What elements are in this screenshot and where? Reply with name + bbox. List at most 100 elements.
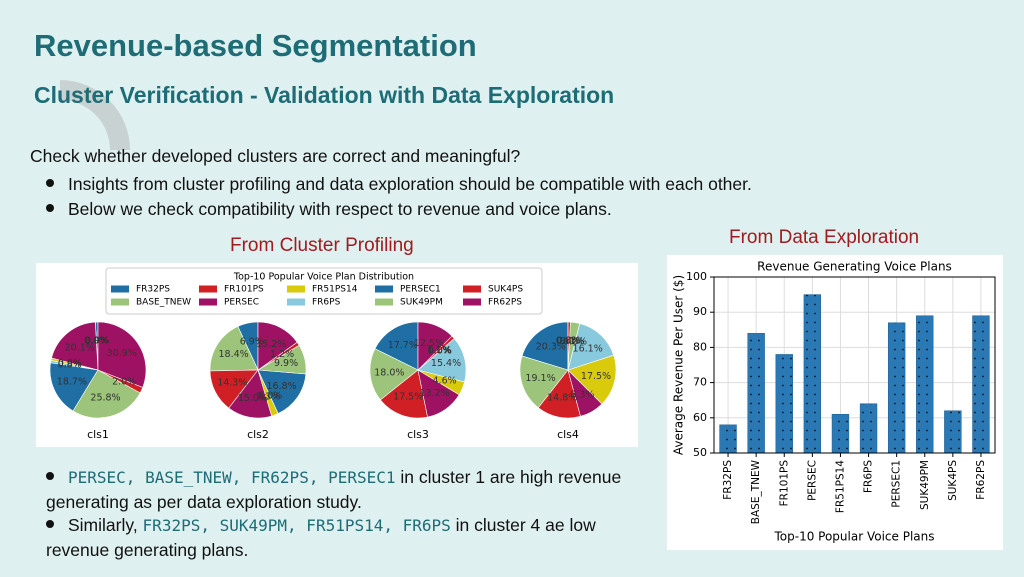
slice-label: 16.1% <box>573 343 603 354</box>
subtitle: Cluster Verification - Validation with D… <box>34 82 615 108</box>
note: Similarly, FR32PS, SUK49PM, FR51PS14, FR… <box>46 513 636 562</box>
slice-label: 1.1% <box>427 345 451 356</box>
legend-swatch <box>287 298 305 306</box>
slice-label: 15.2% <box>256 339 286 350</box>
plan-code: FR32PS, SUK49PM, FR51PS14, FR6PS <box>142 516 451 535</box>
slice-label: 20.3% <box>536 341 566 352</box>
bullet: Below we check compatibility with respec… <box>46 199 612 220</box>
pie-slice <box>567 323 615 371</box>
pie-slice <box>417 338 467 383</box>
y-tick-label: 90 <box>693 305 707 318</box>
bullet-text: Below we check compatibility with respec… <box>68 199 612 219</box>
slice-label: 17.7% <box>388 340 418 351</box>
slice-label: 20.1% <box>65 342 95 353</box>
bar <box>859 403 878 454</box>
slice-label: 14.8% <box>547 393 577 404</box>
legend-label: PERSEC <box>224 298 259 308</box>
slice-label: 0.9% <box>85 336 109 347</box>
y-tick-label: 70 <box>693 376 707 389</box>
slice-label: 8.3% <box>570 389 594 400</box>
legend-label: SUK49PM <box>400 298 443 308</box>
slice-label: 0.0% <box>556 336 580 347</box>
slice-label: 6.9% <box>240 336 264 347</box>
legend-swatch <box>463 298 481 306</box>
pie-chart: Top-10 Popular Voice Plan Distribution FR… <box>36 263 638 447</box>
legend-label: FR62PS <box>488 298 522 308</box>
pie-slice <box>567 354 617 405</box>
slice-label: 18.7% <box>57 377 87 388</box>
x-axis-label: Top-10 Popular Voice Plans <box>773 530 934 544</box>
plot-frame <box>713 276 996 454</box>
pie-name: cls3 <box>407 428 429 441</box>
slice-label: 2.3% <box>256 391 280 402</box>
note-part: Similarly, <box>68 515 143 535</box>
section-heading: From Cluster Profiling <box>230 235 414 256</box>
legend-label: SUK4PS <box>488 285 523 295</box>
plan-code: PERSEC, BASE_TNEW, FR62PS, PERSEC1 <box>68 468 396 487</box>
legend-label: FR51PS14 <box>312 285 358 295</box>
bar <box>719 424 737 454</box>
pie-slice <box>380 369 428 419</box>
slice-label: 3.1% <box>560 336 584 347</box>
slice-label: 0.8% <box>58 358 82 369</box>
chart-title: Top-10 Popular Voice Plan Distribution <box>233 272 414 283</box>
x-tick-label: FR51PS14 <box>834 460 846 513</box>
legend-label: PERSEC1 <box>400 285 441 295</box>
slice-label: 0.8% <box>58 359 82 370</box>
pie-slice <box>417 321 453 371</box>
legend-swatch <box>375 298 393 306</box>
bar <box>775 354 793 454</box>
legend-label: FR6PS <box>312 298 341 308</box>
slice-label: 0.0% <box>84 336 108 347</box>
slice-label: 17.5% <box>393 392 423 403</box>
x-tick-label: PERSEC <box>806 460 818 501</box>
slice-label: 18.0% <box>374 368 404 379</box>
pie-name: cls2 <box>247 428 269 441</box>
pie-slice <box>519 355 569 409</box>
note-part: in cluster 4 ae low revenue generating p… <box>46 515 596 560</box>
y-tick-label: 100 <box>686 270 707 283</box>
legend-swatch <box>287 285 305 293</box>
legend-swatch <box>463 285 481 293</box>
legend-swatch <box>111 298 129 306</box>
pie-slice <box>72 369 141 419</box>
pie-slice <box>209 326 259 372</box>
slice-label: 30.9% <box>107 348 137 359</box>
slice-label: 14.3% <box>217 377 247 388</box>
slice-label: 4.6% <box>433 376 457 387</box>
pie-slice <box>51 321 99 371</box>
x-tick-label: BASE_TNEW <box>750 459 762 524</box>
note-text: Similarly, FR32PS, SUK49PM, FR51PS14, FR… <box>46 515 596 560</box>
legend-label: FR32PS <box>136 285 170 295</box>
legend-label: BASE_TNEW <box>136 298 191 308</box>
slice-label: 0.0% <box>258 391 282 402</box>
note: PERSEC, BASE_TNEW, FR62PS, PERSEC1 in cl… <box>46 465 636 514</box>
x-tick-label: PERSEC1 <box>891 460 903 508</box>
slice-label: 15.0% <box>238 393 268 404</box>
decor-arc <box>60 80 130 150</box>
legend-swatch <box>199 285 217 293</box>
pie-slice <box>521 321 569 371</box>
bar <box>916 315 934 454</box>
x-tick-label: FR62PS <box>975 460 987 500</box>
legend-swatch <box>199 298 217 306</box>
y-axis-label: Average Revenue Per User ($) <box>672 275 686 455</box>
bullet: Insights from cluster profiling and data… <box>46 174 752 195</box>
slice-label: 0.0% <box>84 336 108 347</box>
y-tick-label: 50 <box>693 446 707 459</box>
note-text: PERSEC, BASE_TNEW, FR62PS, PERSEC1 in cl… <box>46 467 621 512</box>
bullet-text: Insights from cluster profiling and data… <box>68 174 752 194</box>
bar <box>831 414 850 454</box>
bar <box>944 410 962 454</box>
pie-slice <box>49 362 99 412</box>
slice-label: 0.0% <box>428 346 452 357</box>
slice-label: 1.2% <box>270 349 294 360</box>
title: Revenue-based Segmentation <box>34 28 477 63</box>
slice-label: 0.8% <box>557 336 581 347</box>
pie-slice <box>97 321 147 388</box>
x-tick-label: FR101PS <box>778 460 790 507</box>
bar-chart: Revenue Generating Voice Plans 50 60 70 80 90… <box>667 255 1003 550</box>
slice-label: 9.9% <box>274 358 298 369</box>
note-part: in cluster 1 are high revenue generating… <box>46 467 622 512</box>
